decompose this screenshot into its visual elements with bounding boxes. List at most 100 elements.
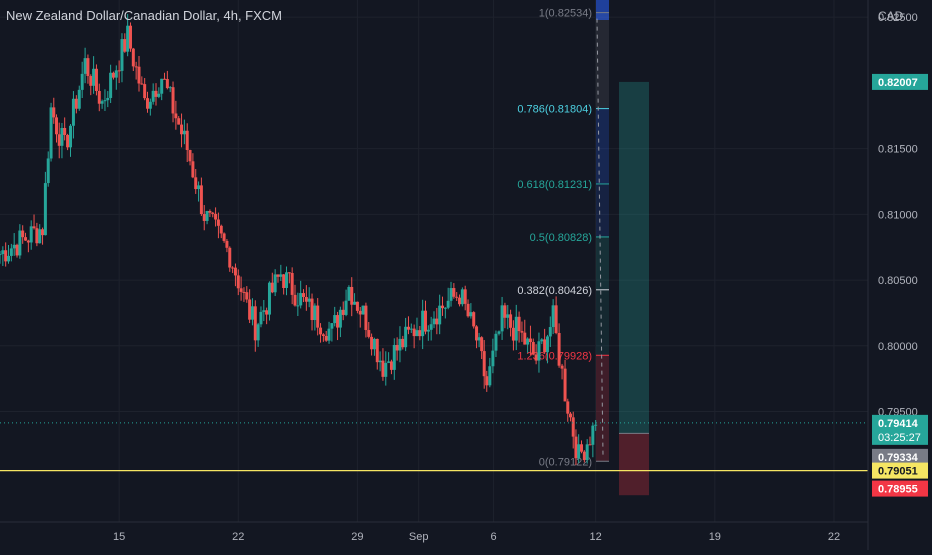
candle-body <box>511 327 515 341</box>
candle <box>554 296 558 335</box>
candle-body <box>123 39 127 52</box>
candle <box>347 285 351 301</box>
candle <box>103 89 107 111</box>
candle <box>404 317 408 352</box>
candle-body <box>38 229 42 244</box>
candle-body <box>421 310 425 337</box>
candle <box>151 83 155 105</box>
candle <box>358 307 362 328</box>
candle <box>582 450 586 463</box>
time-tick-label: 12 <box>590 531 602 543</box>
candle-body <box>267 282 271 315</box>
candle <box>188 149 192 166</box>
candle-body <box>299 293 303 306</box>
candle <box>321 333 325 342</box>
candle <box>327 321 331 344</box>
candle <box>353 293 357 305</box>
candle <box>401 335 405 350</box>
candle <box>228 246 232 272</box>
candle <box>392 338 396 380</box>
candle <box>361 305 365 315</box>
candle <box>568 412 572 422</box>
candle <box>71 91 75 139</box>
candle-body <box>256 324 260 341</box>
candle-body <box>488 366 492 386</box>
candle-body <box>395 344 399 351</box>
price-tick-label: 0.81500 <box>878 144 918 156</box>
candle <box>344 289 348 317</box>
candle-body <box>333 315 337 324</box>
candle <box>409 323 413 333</box>
candle <box>199 177 203 216</box>
price-tick-label: 0.80500 <box>878 275 918 287</box>
candle-body <box>406 326 410 330</box>
candle-body <box>4 250 8 262</box>
candle-body <box>290 272 294 295</box>
candle <box>276 274 280 283</box>
candle-body <box>182 130 186 135</box>
candle-body <box>494 333 498 351</box>
candle <box>148 98 152 116</box>
candle-body <box>537 341 541 361</box>
candle <box>375 338 379 370</box>
candle <box>114 65 118 90</box>
candle-body <box>284 272 288 288</box>
candle <box>566 398 570 422</box>
candle-body <box>551 305 555 328</box>
candle-body <box>429 324 433 330</box>
candle-body <box>353 301 357 305</box>
candle-body <box>137 66 141 84</box>
candle-body <box>270 282 274 293</box>
candle-body <box>585 444 589 461</box>
candle-body <box>52 107 56 118</box>
candle-body <box>49 107 53 159</box>
candle <box>165 70 169 90</box>
candle-body <box>370 336 374 350</box>
candle <box>126 14 130 57</box>
candle-body <box>279 274 283 277</box>
candle-body <box>438 305 442 325</box>
candle-body <box>485 376 489 386</box>
fib-retracement-layer[interactable]: 1(0.82534) 0.786(0.81804) 0.618(0.81231) 0.… <box>517 0 609 468</box>
grid-layer <box>0 0 868 522</box>
candle <box>7 244 11 264</box>
candle-body <box>180 124 184 135</box>
candle <box>469 303 473 319</box>
candle <box>256 322 260 347</box>
candle <box>253 300 257 352</box>
candle <box>336 311 340 341</box>
candle-body <box>412 328 416 337</box>
candle-body <box>60 127 64 146</box>
candle-body <box>94 68 98 91</box>
position-loss-zone[interactable] <box>619 433 649 496</box>
candle <box>560 363 564 380</box>
candle-body <box>324 335 328 341</box>
candle <box>80 61 84 99</box>
candle <box>197 181 201 202</box>
candle-body <box>460 289 464 305</box>
candle-body <box>1 250 5 255</box>
candle-body <box>528 338 532 343</box>
candle-body <box>534 354 538 361</box>
candle <box>520 321 524 342</box>
candle-body <box>126 25 130 52</box>
candle <box>563 359 567 402</box>
candle <box>514 304 518 351</box>
candle <box>370 333 374 356</box>
candle-body <box>282 274 286 288</box>
candle <box>63 117 67 141</box>
candle-body <box>287 272 291 274</box>
candle-body <box>378 360 382 363</box>
candle-body <box>86 58 90 77</box>
candle <box>364 302 368 338</box>
candle <box>100 99 104 109</box>
candle-body <box>106 97 110 101</box>
position-profit-zone[interactable] <box>619 81 649 434</box>
candle-body <box>250 306 254 320</box>
candle-body <box>214 213 218 220</box>
price-badge-label: 0.79051 <box>878 466 918 478</box>
currency-label: CAD <box>878 9 904 23</box>
candle <box>77 85 81 111</box>
candle <box>123 33 127 53</box>
